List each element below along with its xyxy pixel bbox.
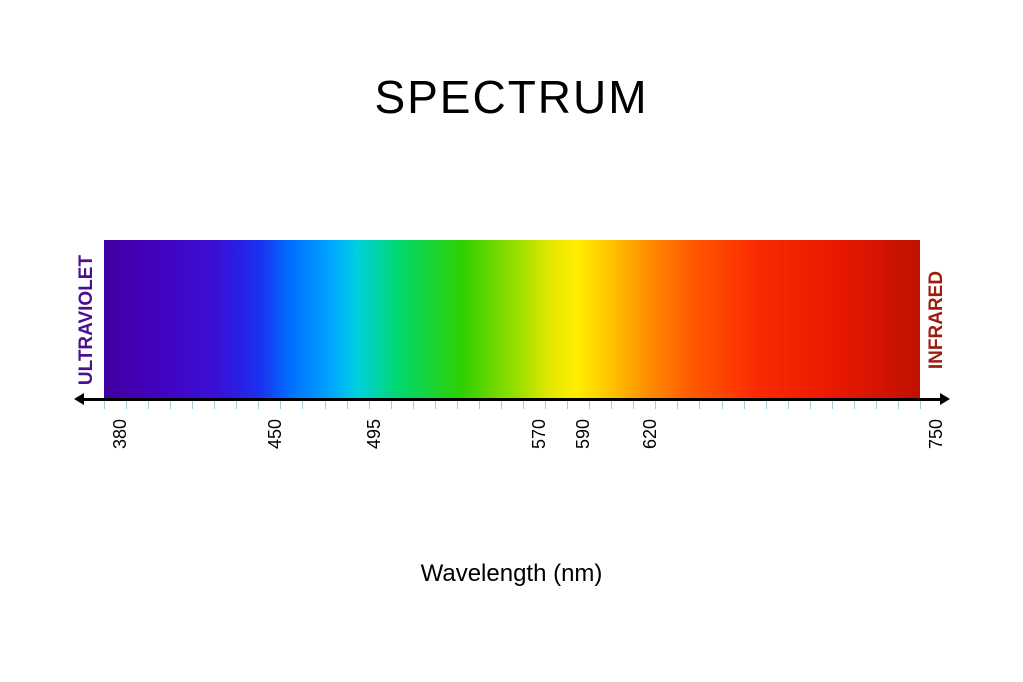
minor-tick — [236, 401, 237, 409]
major-tick-label: 380 — [110, 419, 131, 449]
minor-tick — [369, 401, 370, 409]
minor-tick — [523, 401, 524, 409]
axis-line — [84, 398, 940, 401]
minor-tick — [898, 401, 899, 409]
minor-tick — [104, 401, 105, 409]
minor-tick — [699, 401, 700, 409]
minor-tick — [126, 401, 127, 409]
minor-tick — [810, 401, 811, 409]
minor-tick — [192, 401, 193, 409]
minor-tick — [391, 401, 392, 409]
minor-tick — [633, 401, 634, 409]
diagram-title: SPECTRUM — [0, 70, 1023, 124]
minor-tick — [655, 401, 656, 409]
minor-tick — [413, 401, 414, 409]
major-tick-label: 590 — [573, 419, 594, 449]
spectrum-diagram: SPECTRUM ULTRAVIOLET INFRARED 380 450 495 5… — [0, 0, 1023, 682]
minor-tick — [280, 401, 281, 409]
minor-tick — [722, 401, 723, 409]
minor-tick — [501, 401, 502, 409]
minor-tick — [567, 401, 568, 409]
ultraviolet-label: ULTRAVIOLET — [76, 241, 98, 399]
minor-tick — [302, 401, 303, 409]
major-tick-label: 450 — [265, 419, 286, 449]
major-tick-label: 620 — [640, 419, 661, 449]
minor-tick — [258, 401, 259, 409]
minor-tick — [677, 401, 678, 409]
x-axis-label: Wavelength (nm) — [0, 560, 1023, 588]
minor-tick — [744, 401, 745, 409]
minor-tick — [920, 401, 921, 409]
minor-tick — [876, 401, 877, 409]
minor-tick — [854, 401, 855, 409]
major-tick-label: 570 — [529, 419, 550, 449]
minor-tick — [788, 401, 789, 409]
minor-tick — [457, 401, 458, 409]
minor-tick — [325, 401, 326, 409]
minor-tick — [832, 401, 833, 409]
minor-tick — [479, 401, 480, 409]
minor-tick — [545, 401, 546, 409]
infrared-label: INFRARED — [926, 241, 948, 399]
major-tick-label: 750 — [926, 419, 947, 449]
spectrum-gradient-bar — [104, 240, 920, 398]
minor-tick — [170, 401, 171, 409]
axis-arrow-left — [74, 393, 84, 405]
minor-tick — [435, 401, 436, 409]
minor-tick — [611, 401, 612, 409]
minor-tick — [589, 401, 590, 409]
minor-tick — [766, 401, 767, 409]
major-tick-label: 495 — [364, 419, 385, 449]
minor-tick — [214, 401, 215, 409]
minor-tick — [347, 401, 348, 409]
axis-arrow-right — [940, 393, 950, 405]
minor-tick — [148, 401, 149, 409]
